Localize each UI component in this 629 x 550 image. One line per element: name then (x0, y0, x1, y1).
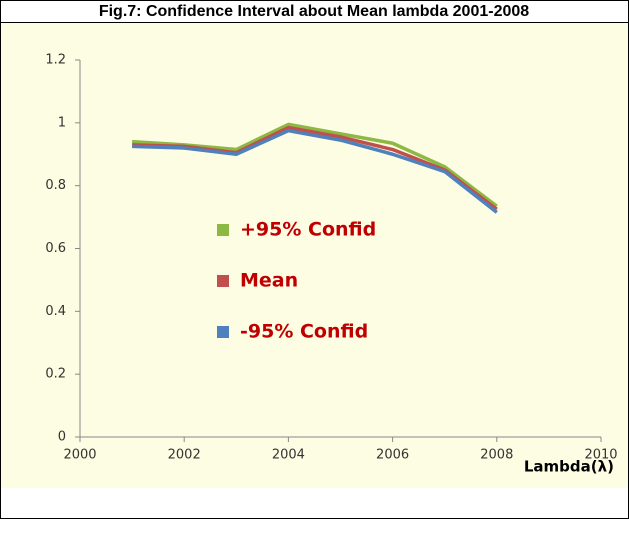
x-tick-label: 2010 (584, 448, 617, 463)
y-tick-label: 0.6 (45, 241, 66, 256)
y-tick-label: 0.4 (45, 304, 66, 319)
chart-background (0, 0, 629, 488)
legend-swatch (217, 224, 229, 236)
y-tick-label: 0.2 (45, 367, 66, 382)
legend-swatch (217, 326, 229, 338)
series-line (131, 122, 498, 208)
y-tick-label: 0 (58, 430, 66, 445)
x-tick-label: 2002 (168, 448, 201, 463)
x-tick-label: 2004 (272, 448, 305, 463)
legend-swatch (217, 275, 229, 287)
legend-label: +95% Confid (240, 219, 376, 241)
chart-title: Fig.7: Confidence Interval about Mean la… (99, 3, 529, 20)
y-tick-label: 0.8 (45, 178, 66, 193)
x-tick-label: 2000 (63, 448, 96, 463)
x-tick-label: 2008 (480, 448, 513, 463)
legend-label: Mean (240, 270, 298, 292)
x-axis-label: Lambda(λ) (524, 458, 614, 476)
y-tick-label: 1.2 (45, 53, 66, 68)
y-tick-label: 1 (58, 115, 66, 130)
series-line (132, 128, 498, 214)
legend-label: -95% Confid (240, 321, 368, 343)
x-tick-label: 2006 (376, 448, 409, 463)
